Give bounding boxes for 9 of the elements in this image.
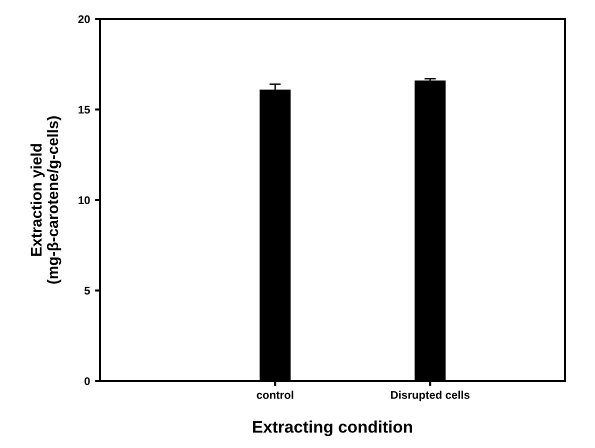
x-tick-label: Disrupted cells	[391, 390, 470, 402]
x-tick-label: control	[256, 390, 294, 399]
x-axis-title: Extracting condition	[253, 420, 412, 436]
y-tick-label: 5	[84, 286, 90, 295]
y-tick-label: 20	[78, 15, 90, 24]
y-tick-label: 10	[78, 196, 90, 204]
y-axis-title: Extraction yield (mg-β-carotene/g-cells)	[30, 116, 62, 284]
y-tick-label: 15	[78, 106, 90, 114]
y-tick-label: 0	[84, 377, 90, 386]
